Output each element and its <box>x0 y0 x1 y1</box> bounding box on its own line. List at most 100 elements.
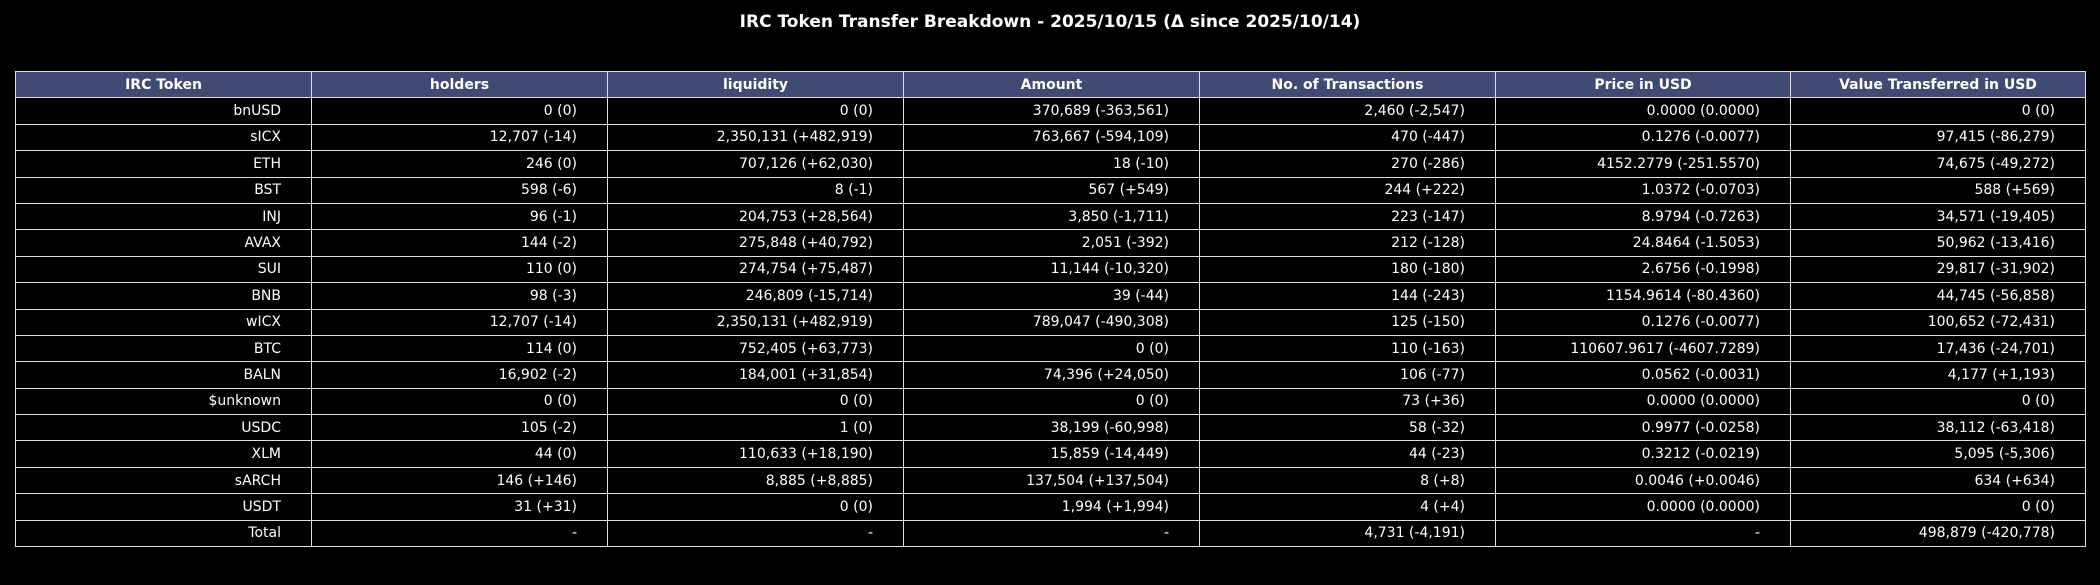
token-cell: sARCH <box>15 466 312 495</box>
liquidity-cell: 707,126 (+62,030) <box>607 150 904 178</box>
liquidity-cell: 275,848 (+40,792) <box>607 229 904 257</box>
price-cell: 0.1276 (-0.0077) <box>1495 308 1791 336</box>
price-cell: 0.9977 (-0.0258) <box>1495 414 1791 442</box>
price-cell: 1154.9614 (-80.4360) <box>1495 282 1791 310</box>
price-cell: 0.0000 (0.0000) <box>1495 493 1791 521</box>
table-row: USDT 31 (+31) 0 (0) 1,994 (+1,994) 4 (+4) 0.0… <box>15 493 2086 521</box>
table-row: BALN 16,902 (-2) 184,001 (+31,854) 74,396 (… <box>15 361 2086 389</box>
liquidity-cell: 204,753 (+28,564) <box>607 202 904 231</box>
amount-cell: 789,047 (-490,308) <box>903 308 1200 336</box>
transactions-cell: 2,460 (-2,547) <box>1199 97 1496 125</box>
price-cell: 2.6756 (-0.1998) <box>1495 255 1791 284</box>
price-cell: 0.0046 (+0.0046) <box>1495 466 1791 495</box>
price-cell: 4152.2779 (-251.5570) <box>1495 150 1791 178</box>
amount-cell: 15,859 (-14,449) <box>903 440 1200 468</box>
token-cell: SUI <box>15 255 312 284</box>
table-row: INJ 96 (-1) 204,753 (+28,564) 3,850 (-1,711… <box>15 202 2086 231</box>
liquidity-cell: 2,350,131 (+482,919) <box>607 308 904 336</box>
token-cell: bnUSD <box>15 97 312 125</box>
table-row: AVAX 144 (-2) 275,848 (+40,792) 2,051 (-392… <box>15 229 2086 257</box>
transactions-cell: 8 (+8) <box>1199 466 1496 495</box>
token-cell: Total <box>15 519 312 548</box>
table-row: SUI 110 (0) 274,754 (+75,487) 11,144 (-10,3… <box>15 255 2086 284</box>
amount-cell: 0 (0) <box>903 387 1200 416</box>
token-cell: AVAX <box>15 229 312 257</box>
table-row: wICX 12,707 (-14) 2,350,131 (+482,919) 789,… <box>15 308 2086 336</box>
token-cell: BNB <box>15 282 312 310</box>
table-row: USDC 105 (-2) 1 (0) 38,199 (-60,998) 58 (-32… <box>15 414 2086 442</box>
price-cell: 8.9794 (-0.7263) <box>1495 202 1791 231</box>
holders-cell: - <box>311 519 608 548</box>
holders-cell: 144 (-2) <box>311 229 608 257</box>
price-cell: 0.1276 (-0.0077) <box>1495 123 1791 152</box>
amount-cell: 39 (-44) <box>903 282 1200 310</box>
holders-cell: 0 (0) <box>311 97 608 125</box>
value-cell: 100,652 (-72,431) <box>1790 308 2086 336</box>
value-cell: 634 (+634) <box>1790 466 2086 495</box>
amount-cell: 0 (0) <box>903 334 1200 363</box>
value-cell: 74,675 (-49,272) <box>1790 150 2086 178</box>
value-cell: 0 (0) <box>1790 493 2086 521</box>
transactions-cell: 212 (-128) <box>1199 229 1496 257</box>
value-cell: 29,817 (-31,902) <box>1790 255 2086 284</box>
token-cell: USDC <box>15 414 312 442</box>
price-cell: 1.0372 (-0.0703) <box>1495 176 1791 204</box>
transactions-cell: 44 (-23) <box>1199 440 1496 468</box>
token-cell: wICX <box>15 308 312 336</box>
liquidity-cell: 246,809 (-15,714) <box>607 282 904 310</box>
liquidity-cell: 274,754 (+75,487) <box>607 255 904 284</box>
value-cell: 5,095 (-5,306) <box>1790 440 2086 468</box>
amount-cell: 137,504 (+137,504) <box>903 466 1200 495</box>
holders-cell: 12,707 (-14) <box>311 308 608 336</box>
table-header-row: IRC Token holders liquidity Amount No. o… <box>15 70 2086 99</box>
value-cell: 0 (0) <box>1790 97 2086 125</box>
price-cell: 0.0562 (-0.0031) <box>1495 361 1791 389</box>
token-cell: INJ <box>15 202 312 231</box>
holders-cell: 110 (0) <box>311 255 608 284</box>
table-row: BST 598 (-6) 8 (-1) 567 (+549) 244 (+222) 1.0… <box>15 176 2086 204</box>
token-cell: $unknown <box>15 387 312 416</box>
transactions-cell: 4,731 (-4,191) <box>1199 519 1496 548</box>
token-cell: XLM <box>15 440 312 468</box>
token-cell: sICX <box>15 123 312 152</box>
liquidity-cell: 8 (-1) <box>607 176 904 204</box>
token-cell: BST <box>15 176 312 204</box>
holders-cell: 114 (0) <box>311 334 608 363</box>
table-row: $unknown 0 (0) 0 (0) 0 (0) 73 (+36) 0.0000 (0… <box>15 387 2086 416</box>
transactions-cell: 244 (+222) <box>1199 176 1496 204</box>
amount-cell: 18 (-10) <box>903 150 1200 178</box>
amount-cell: 370,689 (-363,561) <box>903 97 1200 125</box>
table-row: sARCH 146 (+146) 8,885 (+8,885) 137,504 (+1… <box>15 466 2086 495</box>
price-cell: 110607.9617 (-4607.7289) <box>1495 334 1791 363</box>
price-cell: 0.0000 (0.0000) <box>1495 97 1791 125</box>
price-cell: - <box>1495 519 1791 548</box>
amount-cell: 11,144 (-10,320) <box>903 255 1200 284</box>
holders-cell: 146 (+146) <box>311 466 608 495</box>
table-total-row: Total - - -4,731 (-4,191) -498,879 (-420,778… <box>15 519 2086 548</box>
table-row: BNB 98 (-3) 246,809 (-15,714) 39 (-44) 144 (… <box>15 282 2086 310</box>
table-row: sICX 12,707 (-14) 2,350,131 (+482,919) 763,… <box>15 123 2086 152</box>
price-cell: 0.0000 (0.0000) <box>1495 387 1791 416</box>
amount-cell: 1,994 (+1,994) <box>903 493 1200 521</box>
liquidity-cell: - <box>607 519 904 548</box>
token-cell: BTC <box>15 334 312 363</box>
amount-cell: - <box>903 519 1200 548</box>
liquidity-cell: 752,405 (+63,773) <box>607 334 904 363</box>
transactions-cell: 110 (-163) <box>1199 334 1496 363</box>
column-header-liquidity: liquidity <box>607 70 904 99</box>
amount-cell: 567 (+549) <box>903 176 1200 204</box>
value-cell: 50,962 (-13,416) <box>1790 229 2086 257</box>
column-header-amount: Amount <box>903 70 1200 99</box>
transactions-cell: 73 (+36) <box>1199 387 1496 416</box>
amount-cell: 2,051 (-392) <box>903 229 1200 257</box>
transactions-cell: 270 (-286) <box>1199 150 1496 178</box>
liquidity-cell: 0 (0) <box>607 493 904 521</box>
value-cell: 588 (+569) <box>1790 176 2086 204</box>
token-cell: USDT <box>15 493 312 521</box>
liquidity-cell: 8,885 (+8,885) <box>607 466 904 495</box>
liquidity-cell: 0 (0) <box>607 97 904 125</box>
liquidity-cell: 1 (0) <box>607 414 904 442</box>
transactions-cell: 106 (-77) <box>1199 361 1496 389</box>
value-cell: 498,879 (-420,778) <box>1790 519 2086 548</box>
value-cell: 4,177 (+1,193) <box>1790 361 2086 389</box>
